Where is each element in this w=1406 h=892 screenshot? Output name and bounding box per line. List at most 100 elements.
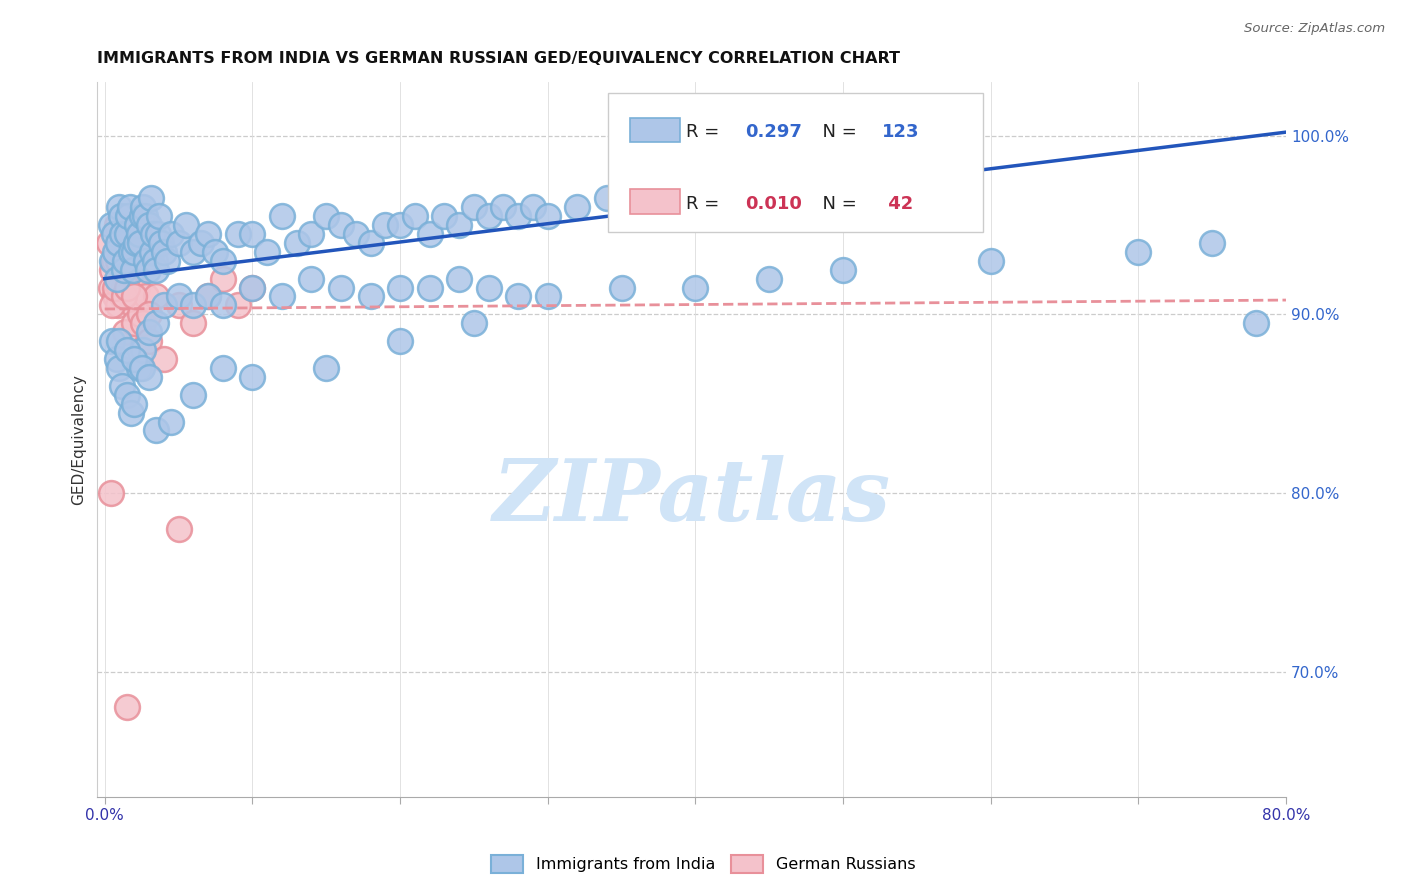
Point [315, 360, 337, 375]
Text: 123: 123 [882, 123, 920, 141]
Point [122, 351, 145, 366]
Point [146, 227, 169, 241]
FancyBboxPatch shape [630, 118, 679, 142]
Point [120, 262, 142, 277]
Point [1201, 235, 1223, 250]
Point [449, 218, 471, 232]
Point [107, 253, 129, 268]
Point [101, 253, 124, 268]
Point [537, 289, 560, 303]
Point [167, 298, 190, 312]
Point [174, 218, 197, 232]
Point [145, 289, 167, 303]
Point [121, 262, 143, 277]
Point [204, 244, 226, 259]
Point [285, 235, 308, 250]
Point [404, 209, 426, 223]
Point [128, 360, 150, 375]
Point [212, 360, 235, 375]
Point [596, 191, 619, 205]
Point [167, 522, 190, 536]
Point [301, 227, 323, 241]
Point [101, 298, 124, 312]
Point [115, 244, 138, 259]
Point [271, 289, 294, 303]
Point [127, 280, 149, 294]
Point [128, 227, 150, 241]
Point [104, 244, 127, 259]
Point [138, 370, 160, 384]
Point [492, 200, 515, 214]
Point [114, 253, 136, 268]
Point [190, 235, 212, 250]
Point [685, 280, 707, 294]
Point [167, 235, 190, 250]
Point [138, 307, 160, 321]
Point [138, 334, 160, 348]
Point [121, 298, 143, 312]
Point [685, 191, 707, 205]
Point [129, 307, 152, 321]
Point [242, 227, 264, 241]
Point [127, 218, 149, 232]
Point [115, 343, 138, 357]
Point [183, 298, 205, 312]
Point [105, 351, 128, 366]
Point [138, 218, 160, 232]
Point [160, 415, 183, 429]
Point [132, 316, 155, 330]
Point [122, 289, 145, 303]
Point [152, 298, 174, 312]
Point [537, 209, 560, 223]
Point [832, 173, 855, 187]
Point [135, 253, 157, 268]
Text: N =: N = [810, 194, 862, 212]
Point [145, 262, 167, 277]
Point [389, 334, 412, 348]
Text: IMMIGRANTS FROM INDIA VS GERMAN RUSSIAN GED/EQUIVALENCY CORRELATION CHART: IMMIGRANTS FROM INDIA VS GERMAN RUSSIAN … [97, 51, 900, 66]
Point [145, 316, 167, 330]
Point [100, 280, 122, 294]
Point [122, 244, 145, 259]
Point [100, 486, 122, 500]
Legend: Immigrants from India, German Russians: Immigrants from India, German Russians [485, 848, 921, 880]
FancyBboxPatch shape [630, 189, 679, 213]
Point [135, 289, 157, 303]
Point [115, 700, 138, 714]
Point [115, 227, 138, 241]
Point [134, 209, 156, 223]
Point [104, 289, 127, 303]
Point [131, 360, 153, 375]
Point [463, 316, 485, 330]
Point [107, 235, 129, 250]
Point [114, 325, 136, 339]
Point [728, 191, 751, 205]
Point [773, 182, 796, 196]
Point [522, 200, 544, 214]
Point [758, 271, 780, 285]
Point [111, 379, 134, 393]
Point [132, 343, 155, 357]
Point [610, 200, 633, 214]
Point [136, 262, 159, 277]
Point [142, 227, 165, 241]
Point [103, 227, 125, 241]
Point [980, 253, 1002, 268]
Point [1246, 316, 1268, 330]
Point [125, 235, 148, 250]
Point [160, 227, 183, 241]
Point [330, 218, 353, 232]
Point [226, 227, 249, 241]
Point [143, 253, 166, 268]
Point [508, 209, 530, 223]
Point [118, 280, 141, 294]
Text: 0.297: 0.297 [745, 123, 801, 141]
Point [115, 388, 138, 402]
Text: ZIPatlas: ZIPatlas [492, 455, 891, 538]
Point [122, 397, 145, 411]
Point [129, 235, 152, 250]
Point [1128, 244, 1150, 259]
Text: R =: R = [686, 194, 724, 212]
Point [141, 244, 163, 259]
Point [449, 271, 471, 285]
